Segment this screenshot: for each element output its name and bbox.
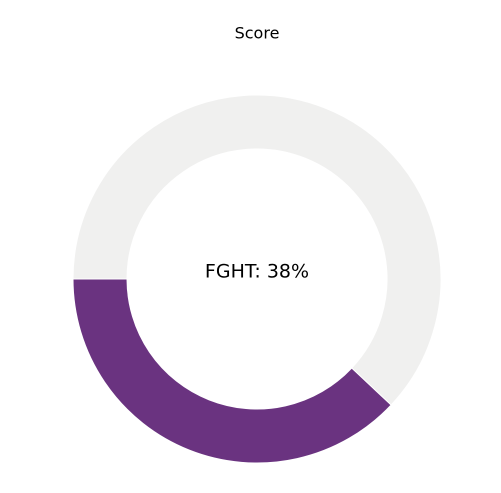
center-label: FGHT: 38% bbox=[205, 261, 309, 283]
chart-title: Score bbox=[235, 24, 280, 43]
wedges bbox=[72, 94, 442, 464]
wedge bbox=[72, 278, 392, 464]
wedge bbox=[72, 94, 442, 406]
